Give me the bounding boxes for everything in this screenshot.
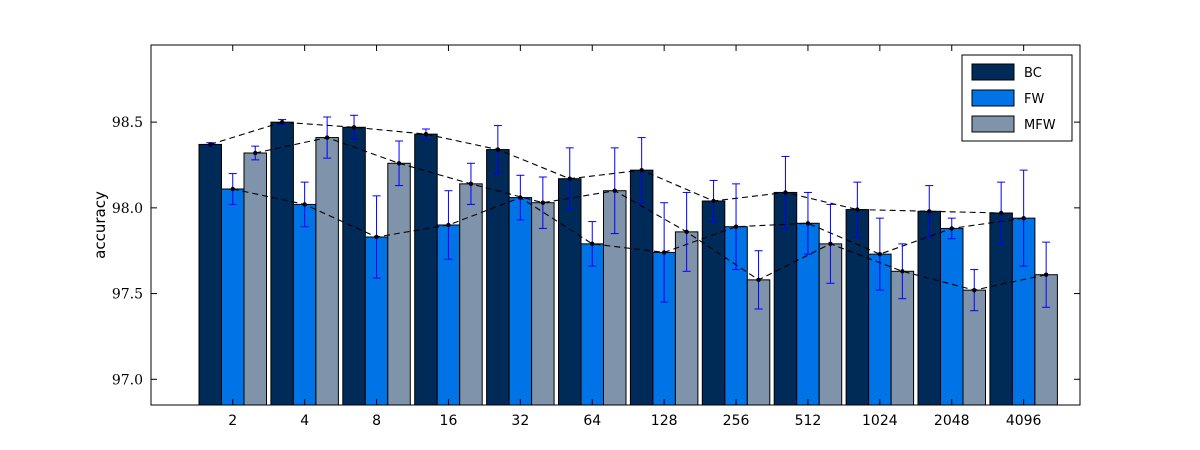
point-marker-bc-256 <box>711 198 716 204</box>
bar-bc-2 <box>198 143 222 406</box>
bar-bc-1024 <box>845 209 870 406</box>
legend-swatch-bc <box>971 63 1015 81</box>
point-marker-bc-64 <box>567 176 572 181</box>
y-tick-label-97.5: 97.5 <box>112 287 143 303</box>
trend-lines-layer <box>210 121 1047 291</box>
point-marker-fw-4 <box>302 202 307 207</box>
y-axis-title: accuracy <box>91 191 109 259</box>
legend-swatch-fw <box>971 89 1015 107</box>
y-tick-label-97.0: 97.0 <box>112 372 143 388</box>
point-marker-fw-1024 <box>877 251 883 257</box>
legend-swatch-mfw <box>971 115 1015 133</box>
trend-line-fw <box>232 188 1024 255</box>
point-marker-bc-2048 <box>927 209 932 214</box>
bar-bc-64 <box>558 178 582 406</box>
trend-line-bc <box>210 121 1002 214</box>
bar-bc-8 <box>342 126 366 406</box>
point-marker-fw-4096 <box>1021 215 1026 221</box>
point-marker-mfw-1024 <box>900 269 905 274</box>
point-marker-mfw-2 <box>253 150 258 156</box>
point-marker-mfw-16 <box>468 181 474 187</box>
x-axis: 2 4 8 16 32 64 128 256 512 1024 2048 4096 <box>228 45 1042 429</box>
x-tick-label-1024: 1024 <box>862 413 898 429</box>
x-tick-label-2: 2 <box>228 413 237 429</box>
point-marker-mfw-64 <box>612 188 617 193</box>
bar-fw-64 <box>580 243 604 406</box>
point-marker-bc-4 <box>279 119 285 125</box>
bar-bc-128 <box>629 169 654 406</box>
point-marker-fw-2048 <box>949 226 954 231</box>
point-marker-fw-256 <box>733 224 739 229</box>
point-marker-bc-4096 <box>998 210 1004 216</box>
y-tick-label-98.5: 98.5 <box>112 115 143 131</box>
point-marker-mfw-4 <box>324 135 330 140</box>
point-marker-bc-2 <box>208 142 213 147</box>
legend: BC FW MFW <box>961 54 1073 142</box>
point-marker-fw-2 <box>230 186 235 192</box>
point-marker-mfw-512 <box>828 241 833 247</box>
legend-label-bc: BC <box>1024 66 1042 81</box>
point-marker-bc-8 <box>351 125 357 130</box>
x-tick-label-4096: 4096 <box>1006 413 1042 429</box>
bars-layer <box>198 121 1058 406</box>
point-marker-fw-8 <box>374 234 379 240</box>
x-tick-label-4: 4 <box>300 413 309 429</box>
bar-fw-2 <box>221 188 245 406</box>
point-marker-fw-32 <box>518 195 523 200</box>
bar-fw-2048 <box>940 227 964 406</box>
bar-bc-4 <box>270 121 294 406</box>
point-marker-bc-1024 <box>855 207 860 212</box>
x-tick-label-512: 512 <box>795 413 822 429</box>
bar-bc-16 <box>414 133 438 406</box>
bar-mfw-2 <box>243 152 267 406</box>
x-tick-label-2048: 2048 <box>934 413 970 429</box>
bar-mfw-32 <box>531 202 555 406</box>
bar-mfw-8 <box>387 162 411 406</box>
point-marker-mfw-256 <box>756 277 761 283</box>
point-marker-mfw-4096 <box>1043 272 1049 277</box>
point-marker-fw-128 <box>661 250 667 255</box>
point-marker-fw-512 <box>805 221 811 226</box>
bar-bc-32 <box>486 149 510 406</box>
y-axis: 97.0 97.5 98.0 98.5 <box>112 115 1080 388</box>
point-marker-bc-32 <box>495 147 501 152</box>
y-tick-label-98.0: 98.0 <box>112 201 143 217</box>
bar-bc-2048 <box>917 210 941 406</box>
x-tick-label-8: 8 <box>372 413 381 429</box>
x-tick-label-64: 64 <box>583 413 601 429</box>
point-marker-fw-64 <box>590 241 595 247</box>
legend-label-fw: FW <box>1024 92 1044 107</box>
legend-label-mfw: MFW <box>1024 118 1056 133</box>
bar-fw-4 <box>292 203 317 406</box>
point-marker-fw-16 <box>446 222 451 228</box>
bar-fw-32 <box>508 197 533 406</box>
x-tick-label-16: 16 <box>440 413 458 429</box>
trend-line-mfw <box>255 137 1047 291</box>
x-tick-label-32: 32 <box>511 413 529 429</box>
point-marker-mfw-32 <box>540 200 546 205</box>
bar-mfw-16 <box>459 183 483 406</box>
point-marker-bc-512 <box>783 190 788 195</box>
point-marker-mfw-8 <box>396 161 402 166</box>
point-marker-bc-16 <box>423 131 429 137</box>
error-bars-layer <box>206 114 1051 312</box>
point-marker-bc-128 <box>639 167 644 173</box>
plot-frame <box>150 44 1081 406</box>
x-tick-label-256: 256 <box>723 413 750 429</box>
point-marker-mfw-2048 <box>972 287 977 293</box>
x-tick-label-128: 128 <box>651 413 678 429</box>
point-marker-mfw-128 <box>684 229 689 235</box>
bar-mfw-4 <box>315 137 339 406</box>
